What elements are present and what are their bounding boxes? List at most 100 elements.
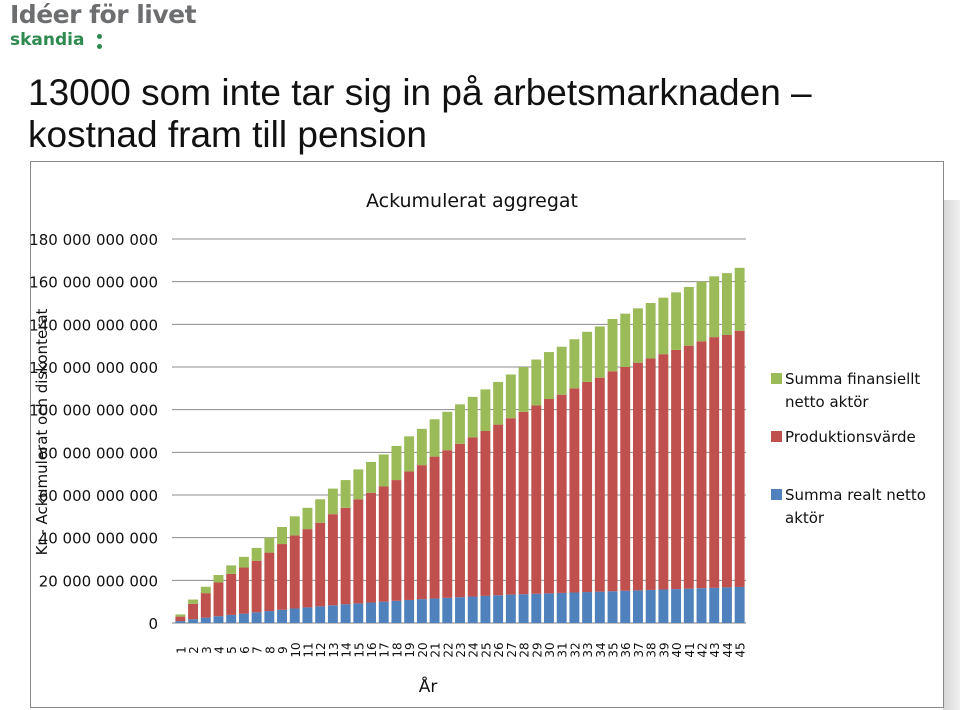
bar-segment (721, 273, 732, 335)
bar-segment (620, 367, 631, 591)
bar-segment (480, 389, 491, 431)
bar-segment (188, 603, 199, 620)
bar-segment (556, 394, 567, 593)
bar-segment (226, 614, 237, 623)
bar-segment (658, 354, 669, 590)
bar-segment (683, 588, 694, 623)
legend-label: Summa finansiellt netto aktör (785, 370, 920, 411)
bar-segment (734, 267, 745, 331)
x-tick-label: 14 (340, 642, 354, 657)
bar-segment (442, 450, 453, 598)
bars (175, 267, 745, 623)
x-tick-label: 22 (441, 642, 455, 657)
y-tick-label: 140 000 000 000 (29, 316, 158, 334)
x-tick-label: 12 (314, 642, 328, 657)
bar-segment (709, 276, 720, 338)
slide-title-line1: 13000 som inte tar sig in på arbetsmarkn… (28, 72, 812, 113)
bar-segment (658, 297, 669, 355)
bar-segment (556, 592, 567, 623)
bar-segment (607, 591, 618, 623)
x-tick-label: 7 (251, 646, 265, 654)
bar-segment (442, 597, 453, 623)
bar-segment (289, 608, 300, 623)
bar-segment (226, 573, 237, 615)
bar-segment (607, 371, 618, 592)
x-tick-label: 30 (543, 642, 557, 657)
bar-segment (340, 604, 351, 623)
bar-segment (455, 597, 465, 623)
bar-segment (696, 341, 707, 589)
x-tick-label: 42 (696, 642, 710, 657)
bar-segment (709, 587, 720, 623)
bar-segment (594, 591, 605, 623)
y-tick-label: 100 000 000 000 (29, 402, 158, 420)
x-tick-label: 5 (225, 646, 239, 654)
bar-segment (213, 575, 224, 583)
bar-segment (188, 599, 199, 604)
bar-segment (416, 428, 427, 466)
slide-title-line2: kostnad fram till pension (28, 114, 427, 155)
x-tick-label: 29 (530, 642, 544, 657)
y-tick-label: 180 000 000 000 (29, 231, 158, 249)
bar-segment (709, 337, 720, 588)
bar-segment (632, 590, 643, 623)
bar-segment (353, 603, 364, 623)
bar-segment (200, 586, 211, 594)
bar-segment (671, 349, 682, 590)
bar-segment (251, 560, 262, 613)
bar-segment (391, 445, 402, 481)
x-tick-label: 19 (403, 642, 417, 657)
bar-segment (467, 596, 478, 623)
x-tick-label: 9 (276, 646, 290, 654)
x-tick-label: 37 (632, 642, 646, 657)
bar-segment (493, 381, 504, 425)
bar-segment (734, 330, 745, 587)
bar-segment (378, 454, 389, 487)
x-tick-label: 34 (594, 642, 608, 657)
bar-segment (556, 346, 567, 395)
bar-segment (429, 456, 440, 599)
bar-segment (531, 405, 542, 594)
bar-segment (544, 352, 554, 399)
bar-segment (251, 612, 262, 623)
bar-segment (404, 471, 415, 600)
bar-segment (353, 499, 364, 604)
x-tick-label: 20 (416, 642, 430, 657)
bar-segment (569, 388, 580, 593)
bar-segment (175, 614, 186, 617)
bar-segment (277, 527, 288, 545)
bar-segment (632, 362, 643, 591)
bar-segment (645, 358, 656, 590)
bar-segment (480, 431, 491, 596)
x-axis-ticks: 1234567891011121314151617181920212223242… (174, 642, 747, 657)
x-tick-label: 2 (187, 646, 201, 654)
x-tick-label: 41 (683, 642, 697, 657)
bar-segment (366, 602, 376, 623)
bar-segment (340, 480, 351, 508)
x-tick-label: 21 (429, 642, 443, 657)
x-tick-label: 24 (467, 642, 481, 657)
bar-segment (518, 411, 529, 595)
legend-swatch (771, 431, 782, 442)
x-tick-label: 40 (670, 642, 684, 657)
bar-segment (264, 611, 275, 623)
y-tick-label: 0 (148, 615, 158, 633)
bar-segment (353, 469, 364, 500)
bar-segment (518, 594, 529, 623)
x-tick-label: 43 (708, 642, 722, 657)
x-tick-label: 36 (619, 642, 633, 657)
x-tick-label: 6 (238, 646, 252, 654)
legend-swatch (771, 489, 782, 500)
bar-segment (582, 331, 593, 382)
x-tick-label: 25 (479, 642, 493, 657)
bar-segment (391, 480, 402, 601)
bar-segment (175, 621, 186, 623)
x-tick-label: 26 (492, 642, 506, 657)
bar-segment (607, 319, 618, 372)
bar-segment (493, 595, 504, 623)
y-tick-label: 60 000 000 000 (39, 487, 158, 505)
bar-segment (213, 616, 224, 623)
bar-segment (683, 287, 694, 346)
bar-segment (505, 374, 516, 419)
bar-segment (175, 616, 186, 622)
